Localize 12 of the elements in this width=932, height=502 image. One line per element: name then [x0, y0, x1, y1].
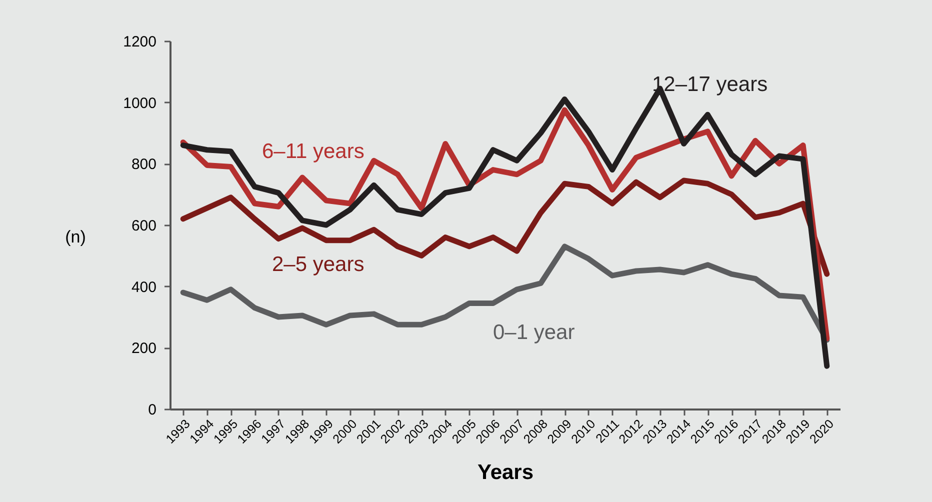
- series-label: 2–5 years: [272, 253, 364, 276]
- y-tick-label: 1000: [123, 94, 156, 112]
- y-tick-label: 0: [148, 402, 156, 418]
- x-axis-title: Years: [477, 461, 534, 484]
- y-tick-label: 1200: [123, 34, 156, 50]
- y-tick-label: 400: [131, 278, 156, 296]
- y-tick-label: 600: [131, 218, 156, 234]
- y-axis-title: (n): [65, 228, 86, 246]
- series-label: 6–11 years: [262, 140, 364, 163]
- y-tick-label: 200: [131, 340, 156, 358]
- series-label: 0–1 year: [493, 321, 575, 344]
- y-tick-label: 800: [131, 156, 156, 174]
